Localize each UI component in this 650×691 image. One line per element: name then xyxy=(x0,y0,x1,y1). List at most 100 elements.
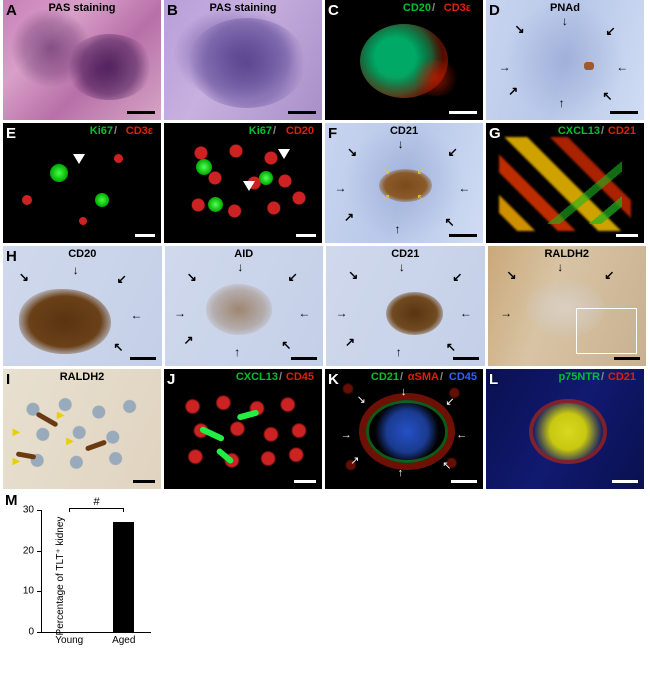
brown-nodule xyxy=(386,292,443,335)
panel-H-m2: AID xyxy=(234,248,253,260)
bar xyxy=(59,632,80,633)
panel-G: G CXCL13 / CD21 xyxy=(486,123,644,243)
scalebar-icon xyxy=(291,357,317,360)
bar xyxy=(113,522,134,632)
panel-K: K CD21 / αSMA / CD45 ↘ ↓ ↙ ← ↖ ↑ ↗ → xyxy=(325,369,483,489)
panel-H-m4: RALDH2 xyxy=(544,248,589,260)
panel-E-right: Ki67 / CD20 xyxy=(164,123,322,243)
panel-K-m2: αSMA xyxy=(408,371,439,383)
panel-E-m1: Ki67 xyxy=(90,125,113,137)
y-tick-label: 30 xyxy=(23,505,34,516)
y-tick xyxy=(37,591,42,592)
scalebar-icon xyxy=(451,480,477,483)
inset-box-icon xyxy=(576,308,636,354)
panel-D-letter: D xyxy=(489,2,500,19)
panel-A-marker: PAS staining xyxy=(48,2,115,14)
scalebar-icon xyxy=(130,357,156,360)
y-tick-label: 20 xyxy=(23,545,34,556)
panel-I-letter: I xyxy=(6,371,10,388)
panel-J-m2: CD45 xyxy=(286,371,314,383)
panel-L-m2: CD21 xyxy=(608,371,636,383)
panel-E-m4: CD20 xyxy=(286,125,314,137)
scalebar-icon xyxy=(133,480,155,483)
panel-L-m1: p75NTR xyxy=(558,371,600,383)
panel-H-m3: CD21 xyxy=(391,248,419,260)
scalebar-icon xyxy=(449,234,477,237)
panel-I-marker: RALDH2 xyxy=(60,371,105,383)
row-3: H CD20 ↘ ↓ ↙ ← ↖ AID ↘ ↓ ↙ ← ↖ ↑ ↗ → xyxy=(0,246,650,366)
plot-area: 0102030YoungAged# xyxy=(41,510,151,633)
red-cells xyxy=(173,386,312,480)
panel-M-letter: M xyxy=(5,492,18,509)
panel-B: B PAS staining xyxy=(164,0,322,120)
panel-C-marker2: CD3ε xyxy=(444,2,471,14)
row-1: A PAS staining B PAS staining C CD20 / C… xyxy=(0,0,650,120)
panel-G-m2: CD21 xyxy=(608,125,636,137)
panel-K-m1: CD21 xyxy=(371,371,399,383)
green-strands xyxy=(508,145,622,224)
x-tick-label: Aged xyxy=(112,635,135,646)
scalebar-icon xyxy=(610,111,638,114)
panel-H-aid: AID ↘ ↓ ↙ ← ↖ ↑ ↗ → xyxy=(165,246,324,366)
y-tick xyxy=(37,510,42,511)
scalebar-icon xyxy=(127,111,155,114)
panel-H: H CD20 ↘ ↓ ↙ ← ↖ AID ↘ ↓ ↙ ← ↖ ↑ ↗ → xyxy=(3,246,646,366)
arrowhead-icon xyxy=(73,154,85,164)
panel-F-marker: CD21 xyxy=(390,125,418,137)
panel-E: E Ki67 / CD3ε Ki67 / CD20 xyxy=(3,123,322,243)
y-tick-label: 10 xyxy=(23,586,34,597)
panel-D: D PNAd ↘ ↓ ↙ ← ↖ ↑ ↗ → xyxy=(486,0,644,120)
panel-A: A PAS staining xyxy=(3,0,161,120)
panel-E-left: E Ki67 / CD3ε xyxy=(3,123,161,243)
panel-A-letter: A xyxy=(6,2,17,19)
scalebar-icon xyxy=(296,234,316,237)
panel-H-m1: CD20 xyxy=(68,248,96,260)
scalebar-icon xyxy=(294,480,316,483)
panel-C: C CD20 / CD3ε xyxy=(325,0,483,120)
panel-H-letter: H xyxy=(6,248,17,265)
panel-G-m1: CXCL13 xyxy=(558,125,600,137)
scalebar-icon xyxy=(288,111,316,114)
panel-K-letter: K xyxy=(328,371,339,388)
x-tick-label: Young xyxy=(55,635,83,646)
cell-cluster xyxy=(188,18,307,108)
y-tick xyxy=(37,551,42,552)
panel-F-letter: F xyxy=(328,125,337,142)
panel-J-m1: CXCL13 xyxy=(236,371,278,383)
row-2: E Ki67 / CD3ε Ki67 / CD20 xyxy=(0,123,650,243)
scalebar-icon xyxy=(612,480,638,483)
panel-G-letter: G xyxy=(489,125,501,142)
cell-cluster xyxy=(66,34,153,100)
y-tick xyxy=(37,632,42,633)
panel-D-marker: PNAd xyxy=(550,2,580,14)
panel-L-letter: L xyxy=(489,371,498,388)
row-4: I RALDH2 ▶ ▶ ▶ ▶ J CXCL13 / CD45 K CD xyxy=(0,369,650,489)
yellow-nodule xyxy=(533,403,603,461)
panel-J-letter: J xyxy=(167,371,175,388)
significance-bracket xyxy=(69,508,124,512)
panel-H-cd20: H CD20 ↘ ↓ ↙ ← ↖ xyxy=(3,246,162,366)
panel-L: L p75NTR / CD21 xyxy=(486,369,644,489)
panel-C-letter: C xyxy=(328,2,339,19)
panel-C-marker1: CD20 xyxy=(403,2,431,14)
panel-E-letter: E xyxy=(6,125,16,142)
panel-H-raldh2: RALDH2 ↘ ↓ ↙ → xyxy=(488,246,647,366)
panel-B-letter: B xyxy=(167,2,178,19)
scalebar-icon xyxy=(135,234,155,237)
panel-M: M Percentage of TLT⁺ kidney 0102030Young… xyxy=(3,492,183,657)
scalebar-icon xyxy=(616,234,638,237)
arrowhead-icon xyxy=(243,181,255,191)
panel-H-cd21: CD21 ↘ ↓ ↙ ← ↖ ↑ ↗ → xyxy=(326,246,485,366)
panel-B-marker: PAS staining xyxy=(209,2,276,14)
scalebar-icon xyxy=(614,357,640,360)
figure-multipanel: A PAS staining B PAS staining C CD20 / C… xyxy=(0,0,650,660)
arrowhead-icon xyxy=(278,149,290,159)
panel-K-m3: CD45 xyxy=(449,371,477,383)
panel-F: F CD21 ↘ ↓ ↙ ← ↖ ↑ ↗ → ↘ ↙ ↗ ↖ xyxy=(325,123,483,243)
scalebar-icon xyxy=(449,111,477,114)
row-5: M Percentage of TLT⁺ kidney 0102030Young… xyxy=(0,492,650,657)
bar-chart: Percentage of TLT⁺ kidney 0102030YoungAg… xyxy=(7,498,157,653)
nuclei xyxy=(12,386,151,480)
y-tick-label: 0 xyxy=(28,627,34,638)
scalebar-icon xyxy=(453,357,479,360)
